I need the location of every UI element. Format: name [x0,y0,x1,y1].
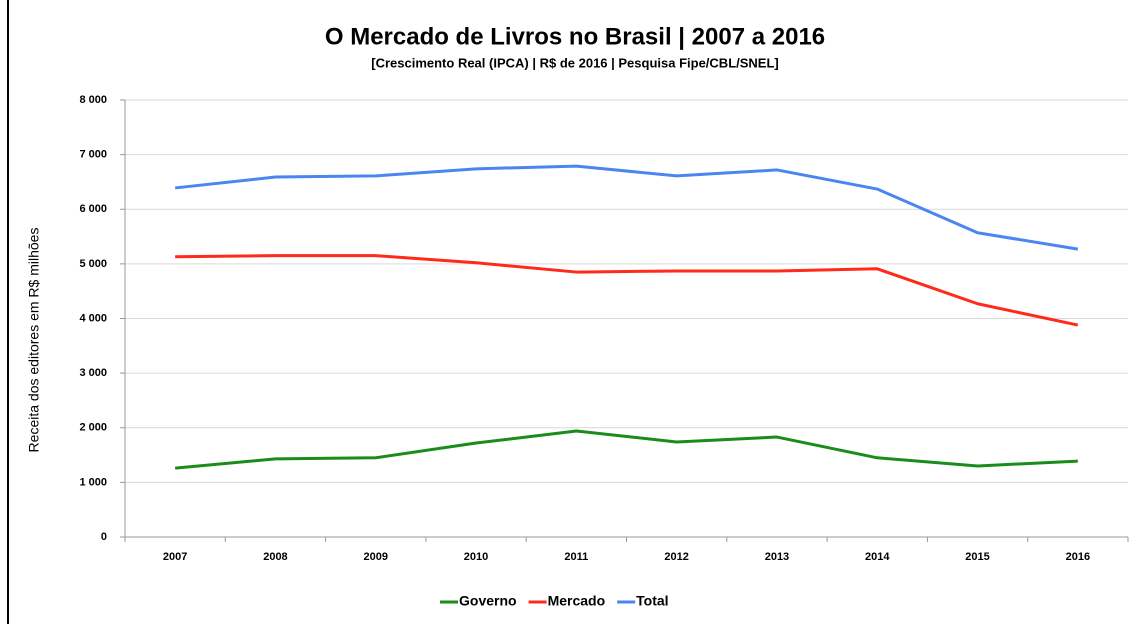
chart-title: O Mercado de Livros no Brasil | 2007 a 2… [325,23,825,50]
x-tick-label: 2009 [364,551,388,563]
y-tick-label: 2 000 [79,422,107,434]
y-tick-label: 0 [101,531,107,543]
y-tick-label: 8 000 [79,94,107,106]
chart-subtitle: [Crescimento Real (IPCA) | R$ de 2016 | … [371,55,779,70]
x-tick-label: 2012 [664,551,688,563]
y-axis-label: Receita dos editores em R$ milhões [26,228,42,453]
y-tick-label: 6 000 [79,203,107,215]
x-tick-label: 2008 [263,551,287,563]
x-tick-label: 2010 [464,551,488,563]
x-tick-label: 2011 [564,551,588,563]
y-tick-label: 3 000 [79,367,107,379]
y-tick-label: 4 000 [79,312,107,324]
series-line [175,429,1078,470]
legend-label: Governo [459,593,517,609]
legend-label: Total [636,593,668,609]
y-tick-label: 1 000 [79,476,107,488]
x-tick-label: 2013 [765,551,789,563]
y-tick-label: 7 000 [79,149,107,161]
x-tick-label: 2014 [865,551,890,563]
x-tick-label: 2015 [965,551,989,563]
legend-label: Mercado [548,593,606,609]
x-tick-label: 2007 [163,551,187,563]
series-line [175,254,1079,327]
y-tick-label: 5 000 [79,258,107,270]
series-line [174,164,1079,251]
x-tick-label: 2016 [1066,551,1090,563]
